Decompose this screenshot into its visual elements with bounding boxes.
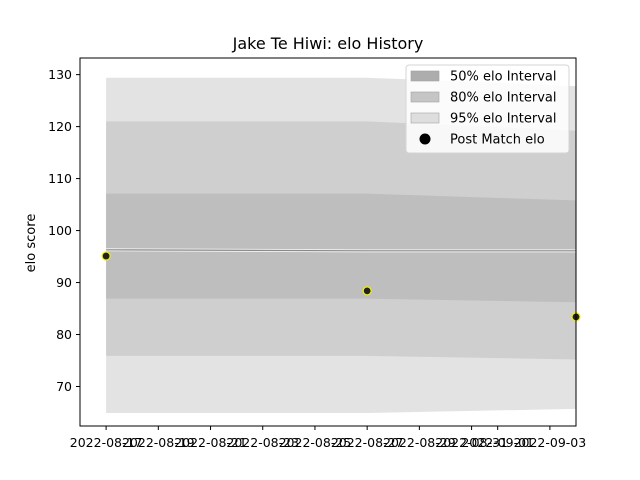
data-point (101, 251, 111, 261)
x-tick-label: 2022-08-27 (331, 435, 404, 450)
data-point (362, 286, 372, 296)
plot-frame (79, 57, 577, 427)
x-tick-label: 2022-08-31 (435, 435, 508, 450)
x-tick-label: 2022-09-01 (461, 435, 534, 450)
legend-label: 80% elo Interval (450, 91, 557, 106)
y-tick-label: 110 (48, 171, 72, 186)
legend-box (405, 64, 570, 154)
y-tick-label: 130 (48, 67, 72, 82)
y-tick-label: 90 (56, 275, 72, 290)
x-tick-label: 2022-08-17 (70, 435, 143, 450)
legend-label: Post Match elo (450, 133, 545, 148)
legend-swatch (410, 91, 440, 103)
legend-swatch (410, 112, 440, 124)
x-tick-label: 2022-08-25 (279, 435, 352, 450)
legend-label: 50% elo Interval (450, 70, 557, 85)
x-tick-label: 2022-08-29 (383, 435, 456, 450)
x-tick-label: 2022-08-21 (174, 435, 247, 450)
y-tick-label: 100 (48, 223, 72, 238)
axes: 7080901001101201302022-08-172022-08-1920… (48, 57, 587, 450)
legend: 50% elo Interval 80% elo Interval 95% elo … (405, 64, 570, 154)
mean-line (106, 249, 576, 252)
y-axis-label: elo score (24, 214, 39, 273)
y-tick-label: 80 (56, 327, 72, 342)
legend-marker (419, 133, 431, 145)
y-tick-label: 120 (48, 119, 72, 134)
plot-area (101, 77, 581, 414)
x-tick-label: 2022-08-23 (226, 435, 299, 450)
legend-label: 95% elo Interval (450, 112, 557, 127)
x-tick-label: 2022-09-03 (514, 435, 587, 450)
x-tick-label: 2022-08-19 (122, 435, 195, 450)
legend-swatch (410, 70, 440, 82)
interval-band-2 (106, 193, 577, 303)
y-tick-label: 70 (56, 379, 72, 394)
chart-title: Jake Te Hiwi: elo History (232, 34, 424, 53)
